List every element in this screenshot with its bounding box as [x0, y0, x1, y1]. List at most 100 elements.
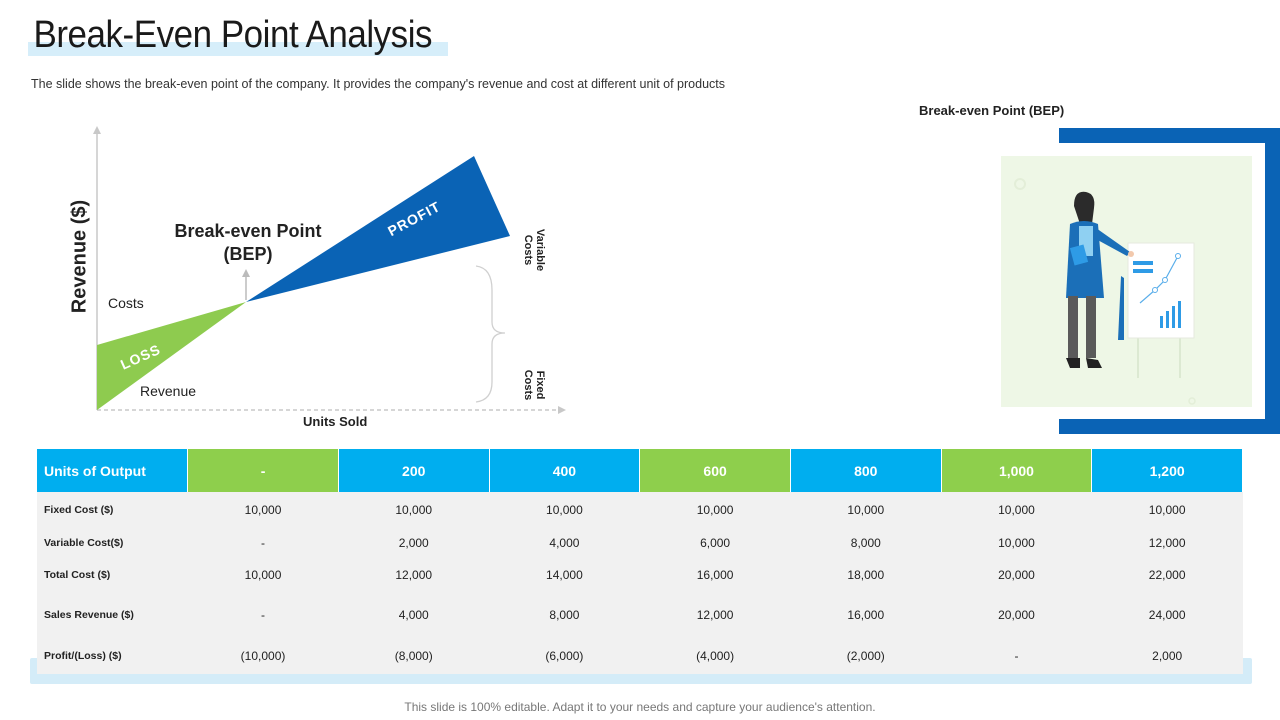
table-cell: 16,000	[639, 558, 791, 592]
table-header-row: Units of Output - 200 400 600 800 1,000 …	[37, 449, 1243, 492]
table-cell: 4,000	[338, 592, 490, 638]
table-cell: 8,000	[489, 592, 640, 638]
table-cell: 10,000	[941, 492, 1092, 527]
title-block: Break-Even Point Analysis	[28, 14, 467, 57]
table-cell: 10,000	[790, 492, 942, 527]
table-cell: 2,000	[338, 527, 490, 558]
table-cell: (2,000)	[790, 638, 942, 674]
person-legs-icon	[1068, 296, 1078, 358]
board-col-icon	[1166, 311, 1169, 328]
table-cell: 14,000	[489, 558, 640, 592]
table-cell: 18,000	[790, 558, 942, 592]
table-row: Sales Revenue ($) - 4,000 8,000 12,000 1…	[37, 592, 1243, 638]
table-row: Total Cost ($) 10,000 12,000 14,000 16,0…	[37, 558, 1243, 592]
person-arm-icon	[1094, 228, 1130, 256]
bep-label: Break-even Point (BEP)	[168, 220, 328, 266]
profit-region	[246, 156, 510, 302]
table-cell: (8,000)	[338, 638, 490, 674]
header-cell: 400	[489, 449, 641, 492]
deco-circle-icon	[1188, 397, 1196, 405]
x-axis-arrow	[558, 406, 566, 414]
page-title: Break-Even Point Analysis	[33, 14, 433, 56]
table-cell: -	[941, 638, 1092, 674]
costs-line-label: Costs	[108, 295, 144, 311]
break-even-table: Units of Output - 200 400 600 800 1,000 …	[37, 449, 1243, 674]
hand-icon	[1128, 251, 1134, 257]
clipboard-icon	[1069, 244, 1089, 266]
person-legs-icon	[1086, 296, 1096, 358]
table-cell: 12,000	[1091, 527, 1243, 558]
header-cell: 600	[639, 449, 791, 492]
board-col-icon	[1172, 306, 1175, 328]
board-dot-icon	[1175, 253, 1181, 259]
header-cell: 200	[338, 449, 490, 492]
board-col-icon	[1178, 301, 1181, 328]
revenue-line-label: Revenue	[140, 383, 197, 399]
table-cell: 12,000	[639, 592, 791, 638]
table-row: Profit/(Loss) ($) (10,000) (8,000) (6,00…	[37, 638, 1243, 674]
table-cell: 22,000	[1091, 558, 1243, 592]
table-cell: (4,000)	[639, 638, 791, 674]
y-axis-arrow	[93, 126, 101, 134]
deco-circle-icon	[1014, 178, 1026, 190]
fixed-costs-label: Fixed Costs	[522, 369, 546, 401]
header-cell: 1,000	[941, 449, 1093, 492]
board-bar-icon	[1133, 269, 1153, 273]
bep-arrow-head	[242, 269, 250, 277]
row-label: Profit/(Loss) ($)	[37, 638, 188, 674]
table-cell: 20,000	[941, 592, 1092, 638]
illustration-caption: Break-even Point (BEP)	[919, 103, 1065, 118]
bep-label-line2: (BEP)	[223, 244, 273, 264]
presenter-illustration	[1001, 128, 1280, 434]
table-cell: 16,000	[790, 592, 942, 638]
page-subtitle: The slide shows the break-even point of …	[31, 77, 725, 91]
break-even-chart	[93, 126, 566, 414]
board-bar-icon	[1133, 261, 1153, 265]
row-label: Variable Cost($)	[37, 527, 188, 558]
table-cell: 12,000	[338, 558, 490, 592]
illus-background	[1001, 156, 1252, 407]
table-cell: (6,000)	[489, 638, 640, 674]
table-cell: (10,000)	[187, 638, 339, 674]
row-label: Total Cost ($)	[37, 558, 188, 592]
board-col-icon	[1160, 316, 1163, 328]
table-cell: -	[187, 592, 339, 638]
y-axis-label: Revenue ($)	[68, 199, 91, 314]
shoe-icon	[1066, 358, 1080, 368]
table-cell: 8,000	[790, 527, 942, 558]
row-label: Sales Revenue ($)	[37, 592, 188, 638]
header-units-of-output: Units of Output	[37, 449, 189, 492]
table-row: Variable Cost($) - 2,000 4,000 6,000 8,0…	[37, 527, 1243, 558]
variable-costs-label: Variable Costs	[522, 228, 546, 272]
person-hair-icon	[1074, 191, 1095, 224]
table-cell: 20,000	[941, 558, 1092, 592]
table-cell: 24,000	[1091, 592, 1243, 638]
title-highlight	[28, 42, 448, 56]
row-label: Fixed Cost ($)	[37, 492, 188, 527]
table-cell: 10,000	[187, 492, 339, 527]
table-cell: 10,000	[338, 492, 490, 527]
table-cell: 10,000	[1091, 492, 1243, 527]
table-cell: 10,000	[639, 492, 791, 527]
table-cell: 2,000	[1091, 638, 1243, 674]
header-cell: -	[187, 449, 339, 492]
pointer-stick-icon	[1118, 276, 1124, 340]
bep-label-line1: Break-even Point	[174, 221, 322, 241]
x-axis-label: Units Sold	[303, 414, 368, 429]
shoe-icon	[1086, 358, 1102, 368]
cost-brace	[475, 265, 506, 403]
loss-region	[97, 302, 246, 410]
board-trend-line-icon	[1139, 255, 1179, 304]
table-cell: 10,000	[941, 527, 1092, 558]
table-cell: 10,000	[187, 558, 339, 592]
board-dot-icon	[1152, 287, 1158, 293]
table-cell: 4,000	[489, 527, 640, 558]
table-cell: -	[187, 527, 339, 558]
table-cell: 6,000	[639, 527, 791, 558]
header-cell: 1,200	[1091, 449, 1243, 492]
table-cell: 10,000	[489, 492, 640, 527]
table-row: Fixed Cost ($) 10,000 10,000 10,000 10,0…	[37, 492, 1243, 527]
board-dot-icon	[1162, 277, 1168, 283]
header-cell: 800	[790, 449, 942, 492]
page-footer: This slide is 100% editable. Adapt it to…	[404, 700, 876, 714]
